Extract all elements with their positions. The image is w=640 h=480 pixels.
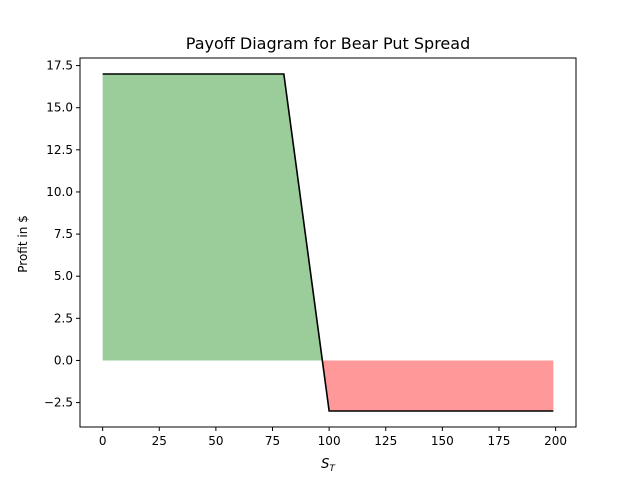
x-tick-label: 75: [265, 434, 280, 448]
chart-title: Payoff Diagram for Bear Put Spread: [186, 34, 470, 53]
y-tick-label: 12.5: [46, 143, 73, 157]
x-tick-label: 0: [99, 434, 107, 448]
y-tick-label: 15.0: [46, 101, 73, 115]
y-axis-label: Profit in $: [16, 215, 30, 273]
x-tick-label: 200: [544, 434, 567, 448]
y-tick-label: 10.0: [46, 185, 73, 199]
y-axis-ticks: −2.5 0.0 2.5 5.0 7.5 10.0 12.5 15.0 17.5: [44, 59, 80, 410]
fill-layer: [102, 74, 554, 411]
y-tick-label: 2.5: [54, 311, 73, 325]
payoff-line: [102, 73, 554, 412]
x-tick-label: 25: [152, 434, 167, 448]
profit-area: [102, 74, 323, 361]
x-tick-label: 50: [208, 434, 223, 448]
x-tick-label: 100: [318, 434, 341, 448]
x-axis-label-main: S: [321, 457, 329, 472]
y-tick-label: −2.5: [44, 396, 73, 410]
y-tick-label: 5.0: [54, 269, 73, 283]
x-tick-label: 175: [488, 434, 511, 448]
x-axis-label-subscript: T: [329, 464, 336, 474]
x-axis-label: ST: [321, 457, 336, 474]
y-tick-label: 0.0: [54, 353, 73, 367]
plot-frame: [79, 57, 577, 428]
y-tick-label: 7.5: [54, 227, 73, 241]
line-layer: [102, 73, 554, 412]
x-axis-ticks: 0 25 50 75 100 125 150 175 200: [99, 427, 567, 448]
loss-area: [322, 360, 554, 411]
x-tick-label: 125: [374, 434, 397, 448]
x-tick-label: 150: [431, 434, 454, 448]
y-tick-label: 17.5: [46, 59, 73, 73]
